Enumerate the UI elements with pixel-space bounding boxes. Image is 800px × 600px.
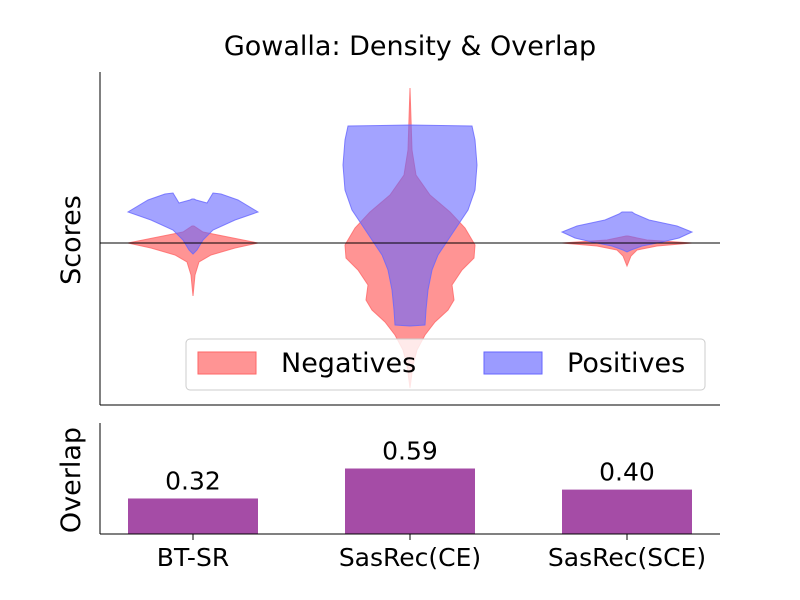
violin-positives — [342, 124, 478, 327]
overlap-bar — [562, 489, 692, 534]
overlap-bar — [128, 498, 258, 534]
overlap-value-label: 0.40 — [599, 458, 655, 487]
violin-positives — [560, 211, 694, 253]
violin-panel: Scores Negatives Positives — [56, 72, 720, 406]
bottom-y-label: Overlap — [56, 427, 87, 533]
violin-positives — [126, 192, 260, 255]
legend-swatch-positives — [483, 351, 543, 375]
overlap-bar — [345, 468, 475, 534]
overlap-value-label: 0.59 — [382, 437, 438, 466]
x-tick-label: SasRec(CE) — [339, 543, 481, 572]
violins — [126, 87, 694, 389]
top-y-label: Scores — [56, 195, 87, 285]
legend: Negatives Positives — [185, 338, 706, 391]
overlap-value-label: 0.32 — [165, 466, 221, 495]
legend-label-positives: Positives — [567, 348, 685, 379]
bars: 0.32 0.59 0.40 — [128, 437, 692, 534]
chart-title: Gowalla: Density & Overlap — [224, 31, 596, 62]
overlap-panel: 0.32 0.59 0.40 Overlap BT-SR SasRec(CE) SasR… — [56, 423, 720, 572]
x-tick-label: SasRec(SCE) — [548, 543, 706, 572]
legend-label-negatives: Negatives — [281, 348, 416, 379]
x-tick-label: BT-SR — [157, 543, 229, 572]
x-ticks: BT-SR SasRec(CE) SasRec(SCE) — [157, 534, 706, 572]
legend-box — [185, 338, 706, 391]
legend-swatch-negatives — [197, 351, 257, 375]
